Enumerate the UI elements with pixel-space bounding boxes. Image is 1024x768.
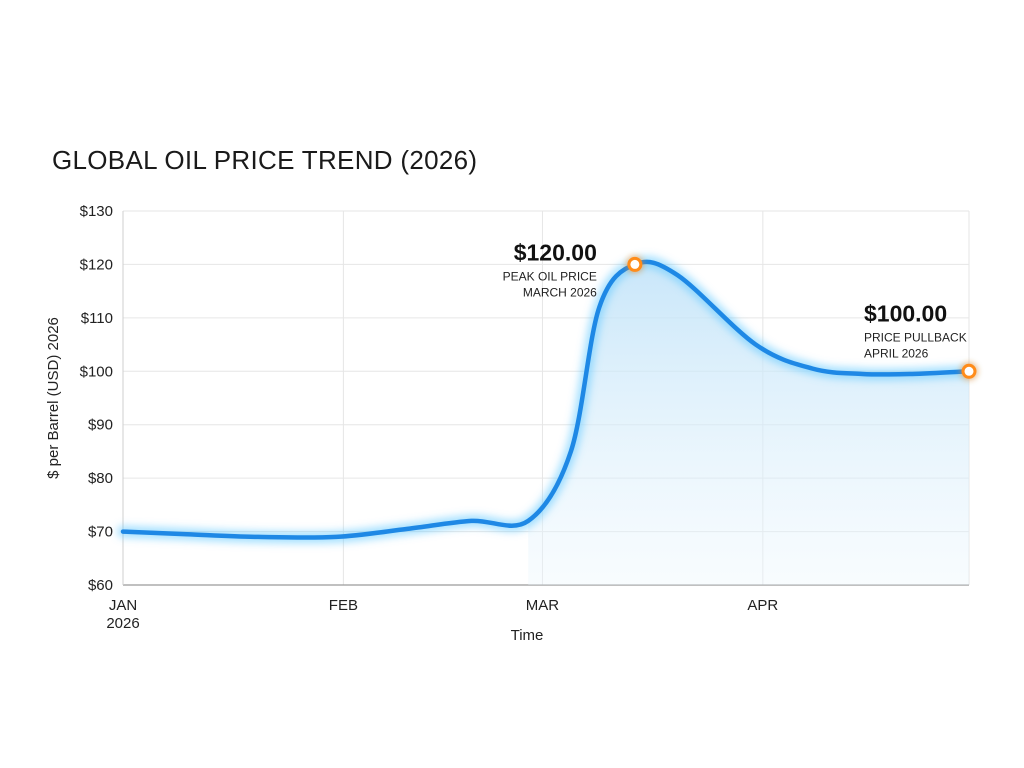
y-tick-label: $110 <box>81 310 113 327</box>
x-axis-title: Time <box>511 627 544 644</box>
series-line <box>117 255 975 544</box>
y-axis-title: $ per Barrel (USD) 2026 <box>45 317 62 479</box>
annotation-value: $120.00 <box>514 239 597 265</box>
x-tick-label: FEB <box>329 597 358 614</box>
annotation-value: $100.00 <box>864 300 947 326</box>
y-tick-label: $100 <box>80 363 113 380</box>
x-tick-label: APR <box>747 597 778 614</box>
x-tick-label: JAN <box>109 597 137 614</box>
series-line-path <box>120 259 972 540</box>
markers <box>625 255 978 381</box>
data-point-marker <box>961 363 977 379</box>
x-tick-sublabel: 2026 <box>106 615 139 632</box>
y-tick-label: $70 <box>88 524 113 541</box>
chart-title: GLOBAL OIL PRICE TREND (2026) <box>52 145 477 175</box>
y-axis-ticks: $60 $70 $80 $90 $100 $110 $120 $130 <box>80 203 113 594</box>
x-tick-label: MAR <box>526 597 560 614</box>
y-tick-label: $120 <box>80 256 113 273</box>
area-fill <box>528 261 969 585</box>
annotation-line2: MARCH 2026 <box>523 285 597 299</box>
annotations: $120.00 PEAK OIL PRICE MARCH 2026 $100.00 PR… <box>503 239 967 360</box>
y-tick-label: $130 <box>80 203 113 220</box>
annotation-line1: PRICE PULLBACK <box>864 330 967 344</box>
y-tick-label: $90 <box>88 417 113 434</box>
y-tick-label: $60 <box>88 577 113 594</box>
area-fill-shape <box>528 261 969 585</box>
y-tick-label: $80 <box>88 470 113 487</box>
annotation-line1: PEAK OIL PRICE <box>503 269 597 283</box>
data-point-marker <box>627 256 643 272</box>
annotation-line2: APRIL 2026 <box>864 346 929 360</box>
